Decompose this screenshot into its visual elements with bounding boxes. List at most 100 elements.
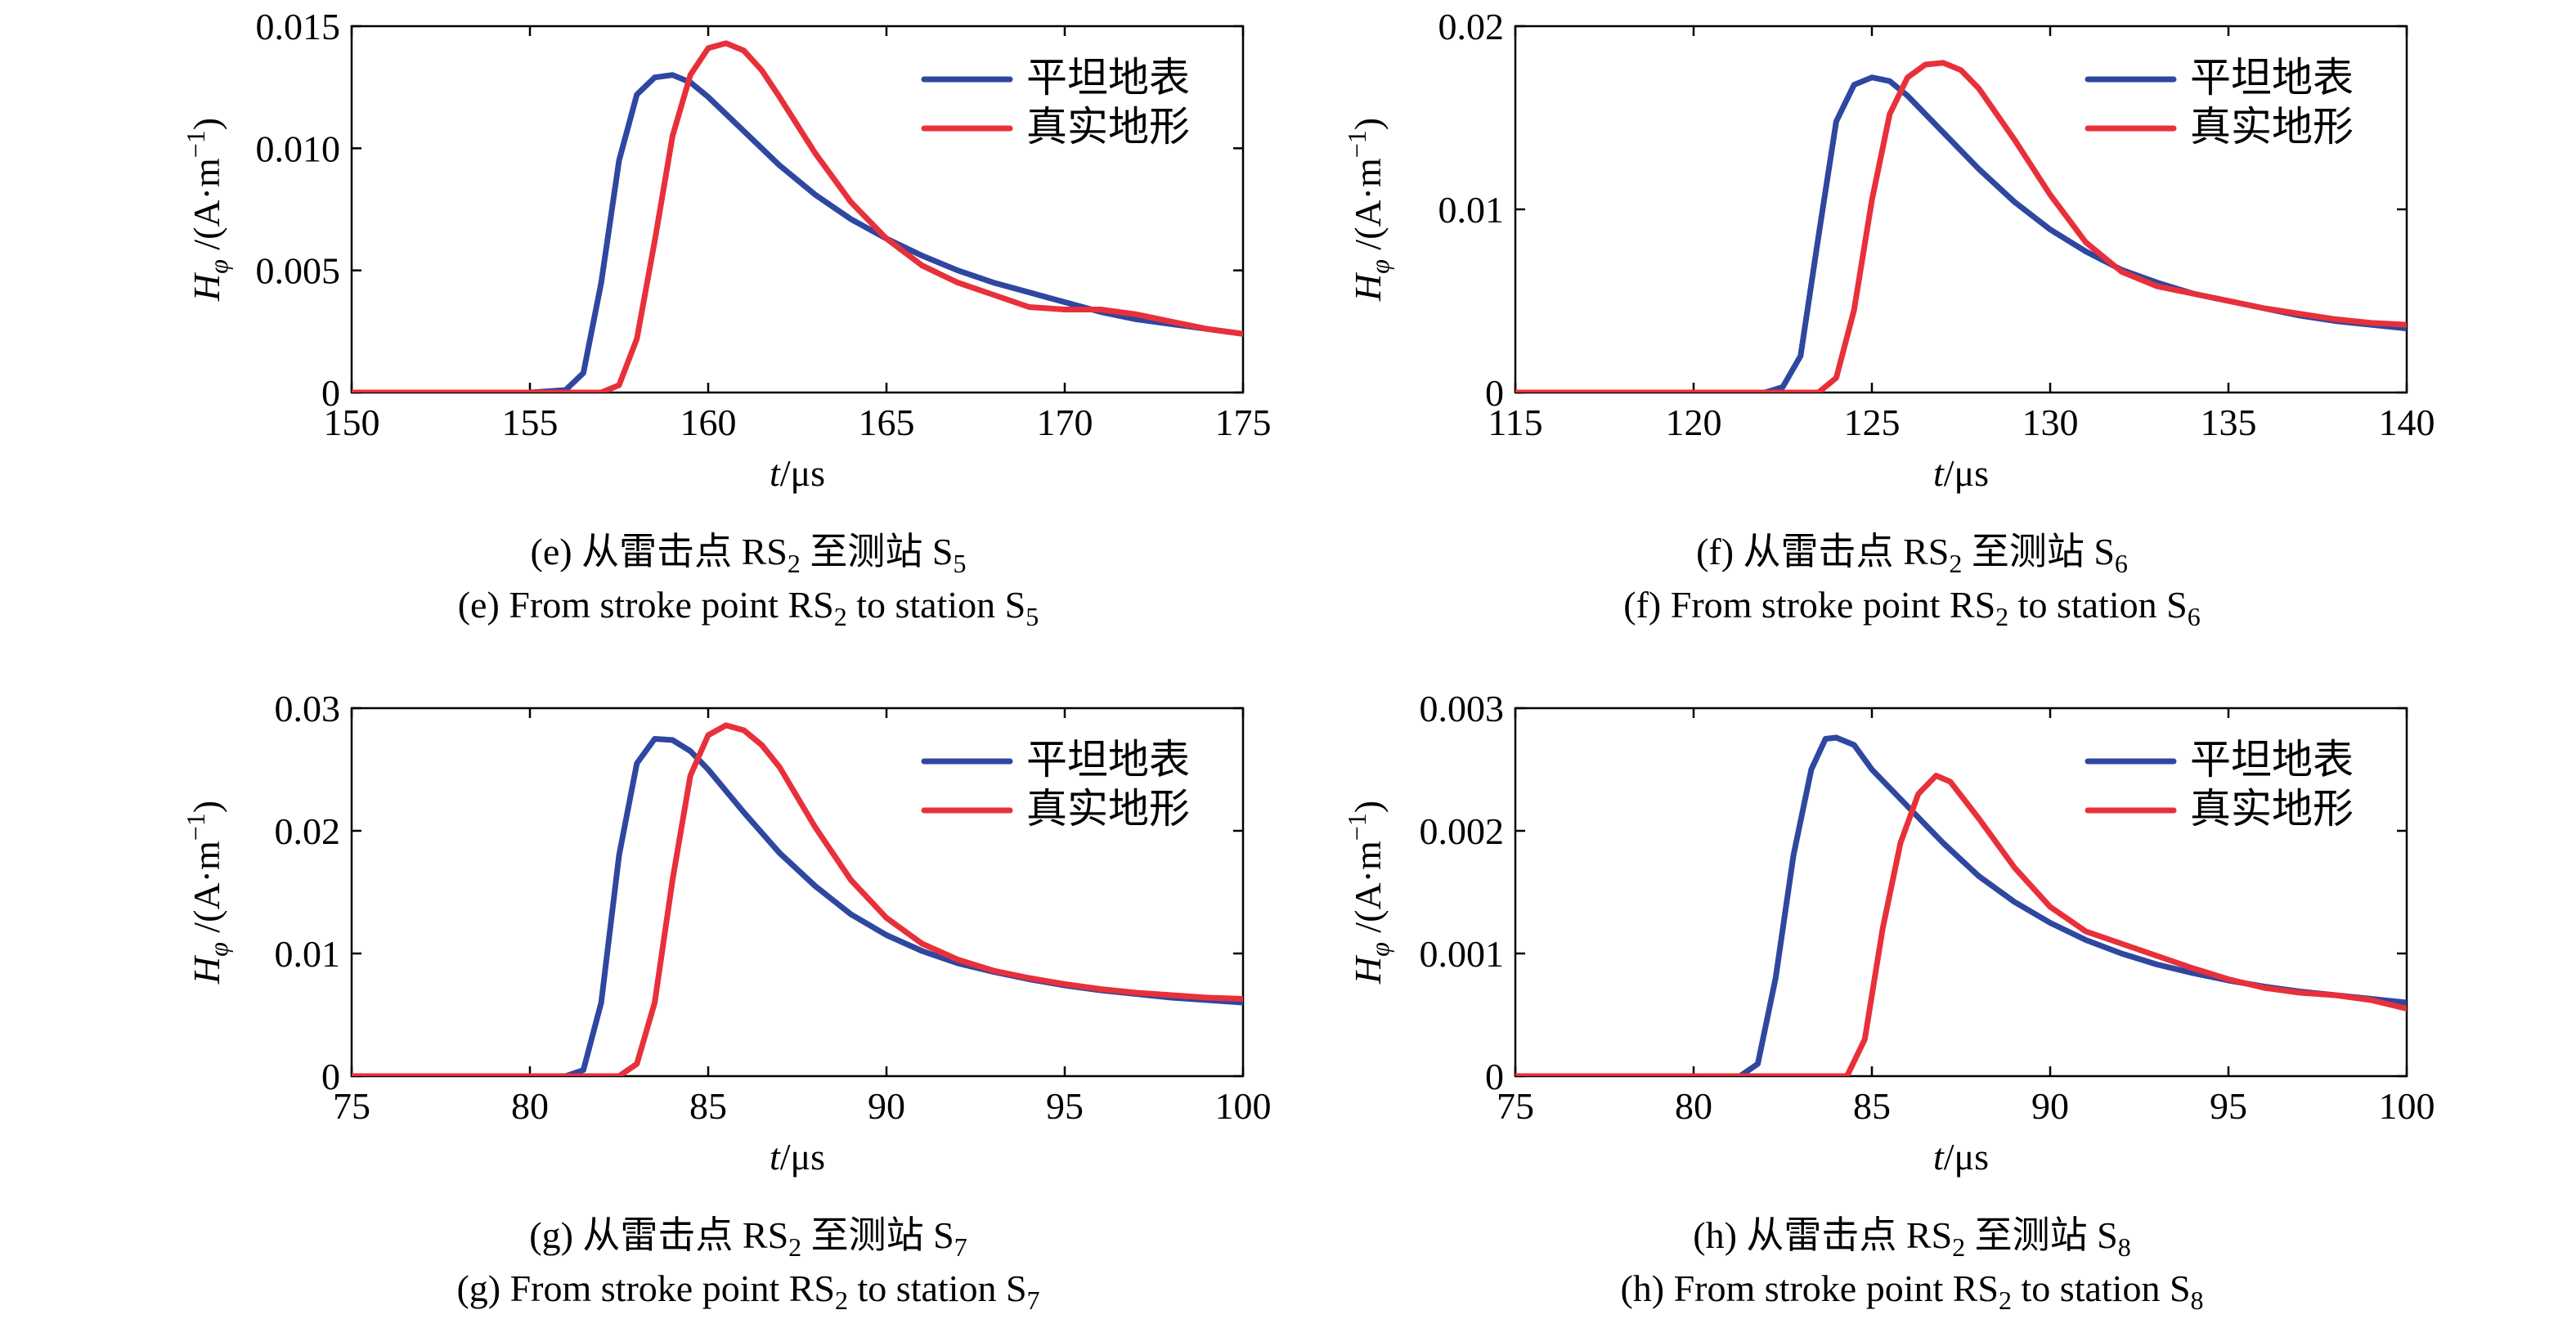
caption_cn-part-1: (g) 从雷击点 RS bbox=[529, 1214, 788, 1256]
x-tick-label: 75 bbox=[333, 1085, 370, 1127]
x-tick-label: 140 bbox=[2379, 402, 2435, 443]
x-tick-label: 150 bbox=[324, 402, 380, 443]
caption-en: (h) From stroke point RS2 to station S8 bbox=[1620, 1267, 2203, 1315]
series-line-2 bbox=[1515, 773, 2407, 1076]
plot-frame bbox=[350, 25, 1245, 394]
x-tick-label: 100 bbox=[1215, 1085, 1272, 1127]
series-line-2 bbox=[1515, 60, 2407, 393]
y-axis-unit: /(A·m bbox=[186, 841, 227, 942]
caption_cn-part-2: 至测站 S bbox=[1965, 1214, 2118, 1256]
x-axis-unit: /μs bbox=[780, 1136, 825, 1178]
x-axis-variable: t bbox=[1933, 1136, 1945, 1178]
caption_en-part-2: to station S bbox=[2012, 1267, 2191, 1309]
x-tick-label: 170 bbox=[1037, 402, 1093, 443]
y-tick-label: 0.015 bbox=[256, 6, 341, 47]
x-tick-label: 175 bbox=[1215, 402, 1272, 443]
y-axis-variable: H bbox=[186, 954, 227, 985]
caption_cn-subscript-2: 6 bbox=[2115, 549, 2128, 578]
y-axis-unit: /(A·m bbox=[186, 158, 227, 259]
caption-cn: (e) 从雷击点 RS2 至测站 S5 bbox=[531, 531, 967, 578]
y-tick-label: 0 bbox=[1485, 372, 1504, 414]
y-tick-label: 0 bbox=[1485, 1056, 1504, 1097]
x-axis-unit: /μs bbox=[780, 452, 825, 494]
caption_en-part-1: (e) From stroke point RS bbox=[458, 584, 834, 626]
caption_en-part-2: to station S bbox=[847, 584, 1026, 626]
plot-frame bbox=[350, 707, 1245, 1078]
chart-panel-e: 150 155 160 165 170 175 0 0.005 0.010 0.015 t/μs Hφ… bbox=[181, 6, 1272, 631]
y-tick-label: 0.001 bbox=[1420, 933, 1505, 975]
caption_cn-part-1: (h) 从雷击点 RS bbox=[1693, 1214, 1952, 1256]
caption_en-part-2: to station S bbox=[2008, 584, 2188, 626]
caption_en-subscript-2: 6 bbox=[2188, 602, 2201, 631]
y-axis-unit-close: ) bbox=[186, 801, 227, 813]
x-tick-label: 90 bbox=[2031, 1085, 2069, 1127]
y-axis-subscript: φ bbox=[1365, 259, 1394, 274]
y-axis-subscript: φ bbox=[204, 942, 233, 957]
caption_en-part-1: (h) From stroke point RS bbox=[1620, 1267, 1999, 1309]
y-tick-label: 0.02 bbox=[1438, 6, 1505, 47]
y-axis-label: Hφ /(A·m−1) bbox=[1342, 118, 1394, 302]
y-tick-label: 0 bbox=[321, 1056, 340, 1097]
caption_cn-subscript-2: 8 bbox=[2118, 1232, 2131, 1262]
x-tick-label: 90 bbox=[868, 1085, 905, 1127]
y-tick-label: 0.01 bbox=[275, 933, 341, 975]
legend-label-2: 真实地形 bbox=[1026, 103, 1190, 150]
chart-panel-g: 75 80 85 90 95 100 0 0.01 0.02 0.03 t/μs Hφ /(A·m−1… bbox=[181, 688, 1272, 1315]
caption_en-subscript-2: 8 bbox=[2191, 1285, 2204, 1315]
x-tick-label: 120 bbox=[1666, 402, 1722, 443]
caption_cn-subscript-1: 2 bbox=[1949, 549, 1962, 578]
legend-label-1: 平坦地表 bbox=[2190, 54, 2354, 101]
caption_cn-part-1: (f) 从雷击点 RS bbox=[1696, 531, 1949, 572]
x-axis-unit: /μs bbox=[1944, 1136, 1989, 1178]
y-axis-label: Hφ /(A·m−1) bbox=[1342, 801, 1394, 985]
y-axis-superscript: −1 bbox=[181, 130, 210, 158]
legend-label-1: 平坦地表 bbox=[1026, 736, 1190, 783]
y-axis-unit-close: ) bbox=[1347, 801, 1389, 813]
caption_cn-part-2: 至测站 S bbox=[801, 1214, 954, 1256]
x-axis-label: t/μs bbox=[1933, 452, 1989, 494]
y-axis-variable: H bbox=[1347, 271, 1389, 302]
x-tick-label: 80 bbox=[1675, 1085, 1712, 1127]
x-tick-label: 165 bbox=[859, 402, 915, 443]
chart-panel-h: 75 80 85 90 95 100 0 0.001 0.002 0.003 t/μs Hφ /(A·… bbox=[1342, 688, 2435, 1315]
y-tick-label: 0.010 bbox=[256, 128, 341, 169]
x-axis-label: t/μs bbox=[770, 1136, 825, 1178]
y-tick-label: 0.003 bbox=[1420, 688, 1505, 729]
y-axis-unit: /(A·m bbox=[1347, 158, 1389, 259]
x-tick-label: 130 bbox=[2022, 402, 2079, 443]
x-tick-label: 80 bbox=[511, 1085, 549, 1127]
x-axis-unit: /μs bbox=[1944, 452, 1989, 494]
caption_cn-subscript-1: 2 bbox=[788, 549, 801, 578]
x-tick-label: 95 bbox=[2210, 1085, 2247, 1127]
x-tick-label: 75 bbox=[1497, 1085, 1534, 1127]
chart-panel-f: 115 120 125 130 135 140 0 0.01 0.02 t/μs Hφ /(A·m−… bbox=[1342, 6, 2435, 631]
caption-en: (g) From stroke point RS2 to station S7 bbox=[456, 1267, 1039, 1315]
y-tick-label: 0.03 bbox=[275, 688, 341, 729]
x-tick-label: 160 bbox=[680, 402, 737, 443]
y-tick-label: 0.005 bbox=[256, 250, 341, 292]
y-axis-variable: H bbox=[1347, 954, 1389, 985]
y-axis-label: Hφ /(A·m−1) bbox=[181, 118, 233, 302]
x-tick-label: 135 bbox=[2201, 402, 2257, 443]
y-axis-label: Hφ /(A·m−1) bbox=[181, 801, 233, 985]
legend-label-2: 真实地形 bbox=[2190, 103, 2354, 150]
y-axis-variable: H bbox=[186, 271, 227, 302]
legend-label-2: 真实地形 bbox=[1026, 785, 1190, 832]
x-axis-label: t/μs bbox=[1933, 1136, 1989, 1178]
x-axis-variable: t bbox=[770, 452, 781, 494]
caption-en: (e) From stroke point RS2 to station S5 bbox=[458, 584, 1039, 631]
caption_cn-subscript-1: 2 bbox=[1952, 1232, 1965, 1262]
x-tick-label: 100 bbox=[2379, 1085, 2435, 1127]
caption_en-subscript-2: 5 bbox=[1025, 602, 1039, 631]
x-axis-variable: t bbox=[770, 1136, 781, 1178]
caption_en-subscript-1: 2 bbox=[1995, 602, 2008, 631]
y-tick-label: 0 bbox=[321, 372, 340, 414]
caption_cn-part-2: 至测站 S bbox=[1962, 531, 2115, 572]
y-axis-unit-close: ) bbox=[186, 118, 227, 130]
x-tick-label: 155 bbox=[502, 402, 559, 443]
y-axis-superscript: −1 bbox=[1342, 813, 1371, 841]
caption_en-subscript-2: 7 bbox=[1027, 1285, 1040, 1315]
caption-cn: (g) 从雷击点 RS2 至测站 S7 bbox=[529, 1214, 967, 1262]
legend-label-1: 平坦地表 bbox=[1026, 54, 1190, 101]
